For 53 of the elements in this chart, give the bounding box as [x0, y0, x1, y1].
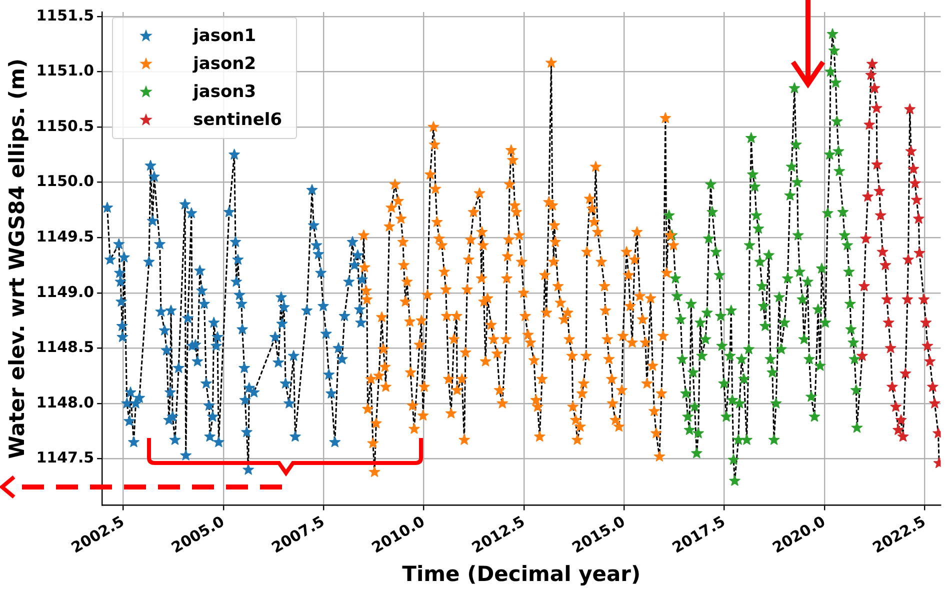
point: [905, 145, 917, 156]
y-tick-label: 1148.5: [36, 338, 94, 356]
point: [895, 414, 907, 425]
point: [909, 178, 921, 188]
y-tick-label: 1151.0: [36, 62, 94, 80]
point: [874, 185, 886, 196]
point: [860, 232, 872, 244]
legend-label: jason2: [193, 54, 256, 74]
point: [924, 356, 936, 366]
point: [927, 381, 938, 392]
point: [911, 194, 922, 205]
point: [870, 102, 882, 114]
point: [882, 316, 894, 328]
point: [880, 259, 892, 270]
point: [871, 158, 883, 170]
point: [886, 381, 898, 392]
point: [858, 280, 870, 292]
legend-label: jason3: [193, 82, 256, 102]
point: [876, 246, 888, 257]
point: [868, 82, 880, 94]
point: [884, 342, 896, 354]
legend-label: sentinel6: [193, 110, 282, 130]
legend-label: jason1: [193, 26, 256, 46]
y-tick-label: 1149.0: [36, 282, 94, 301]
point: [902, 294, 914, 304]
point: [904, 103, 916, 114]
y-tick-label: 1151.5: [36, 6, 94, 24]
y-tick-label: 1148.0: [36, 393, 94, 412]
point: [902, 254, 914, 265]
point: [897, 430, 909, 442]
point: [914, 247, 926, 258]
point: [866, 58, 878, 69]
y-tick-label: 1147.5: [36, 448, 94, 467]
point: [865, 69, 877, 80]
point: [913, 212, 924, 224]
point: [890, 400, 902, 412]
point: [862, 190, 874, 202]
point: [900, 368, 912, 379]
y-tick-label: 1150.0: [36, 172, 94, 190]
point: [892, 424, 904, 435]
point: [929, 398, 940, 408]
point: [920, 316, 932, 328]
y-tick-label: 1149.5: [36, 228, 94, 246]
point: [881, 294, 893, 304]
y-axis-title: Water elev. wrt WGS84 ellips. (m): [5, 58, 30, 459]
x-axis-title: Time (Decimal year): [402, 562, 641, 586]
point: [908, 163, 920, 174]
point: [864, 118, 876, 130]
point: [918, 294, 930, 304]
point: [922, 340, 934, 351]
y-tick-label: 1150.5: [36, 116, 94, 135]
point: [856, 350, 868, 361]
point: [874, 210, 886, 220]
